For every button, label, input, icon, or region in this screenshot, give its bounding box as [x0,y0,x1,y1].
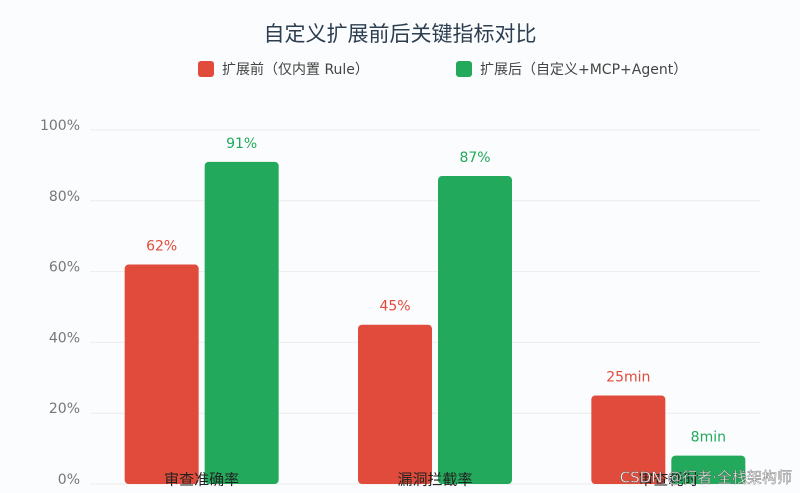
value-label: 62% [146,239,177,255]
y-tick-label: 40% [49,330,80,346]
value-label: 91% [226,136,257,152]
legend-label: 扩展后（自定义+MCP+Agent） [480,62,687,78]
bar [204,161,279,485]
bar [671,455,746,484]
bar [358,324,432,484]
x-tick-label: 审查耗时 [638,471,698,489]
y-tick-label: 60% [49,260,80,276]
bar [124,264,199,484]
value-label: 25min [606,370,650,386]
y-tick-label: 80% [49,189,80,205]
value-label: 87% [459,150,490,166]
x-tick-label: 漏洞拦截率 [397,471,472,489]
legend-label: 扩展前（仅内置 Rule） [222,61,369,78]
legend-swatch [198,61,214,77]
legend-swatch [456,61,472,77]
y-tick-label: 100% [40,118,80,134]
value-label: 45% [379,299,410,315]
bar [438,176,512,484]
value-label: 8min [691,430,726,446]
y-tick-label: 20% [49,401,80,417]
bar [591,395,666,484]
watermark: CSDN @行者·全栈架构师 [620,469,792,487]
x-tick-label: 审查准确率 [164,471,239,489]
y-tick-label: 0% [58,472,80,488]
chart-title: 自定义扩展前后关键指标对比 [264,22,537,46]
